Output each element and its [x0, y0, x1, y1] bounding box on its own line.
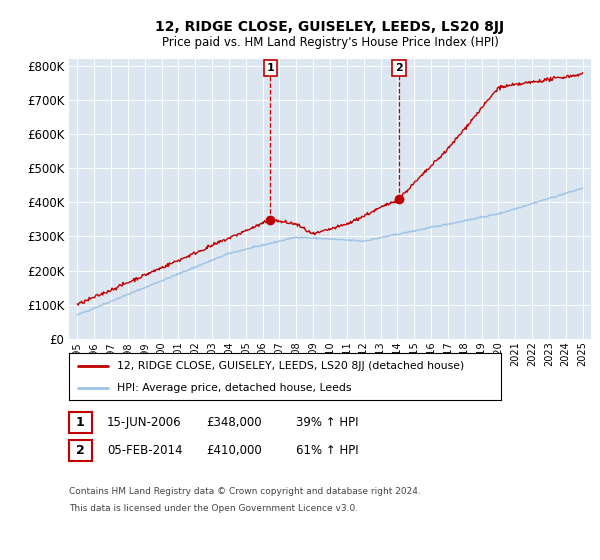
- Text: 05-FEB-2014: 05-FEB-2014: [107, 444, 182, 458]
- Text: 15-JUN-2006: 15-JUN-2006: [107, 416, 181, 430]
- Text: 12, RIDGE CLOSE, GUISELEY, LEEDS, LS20 8JJ (detached house): 12, RIDGE CLOSE, GUISELEY, LEEDS, LS20 8…: [116, 361, 464, 371]
- Text: £410,000: £410,000: [206, 444, 262, 458]
- Text: 61% ↑ HPI: 61% ↑ HPI: [296, 444, 358, 458]
- Text: 1: 1: [266, 63, 274, 73]
- Text: 2: 2: [76, 444, 85, 458]
- Text: Contains HM Land Registry data © Crown copyright and database right 2024.: Contains HM Land Registry data © Crown c…: [69, 487, 421, 496]
- Text: Price paid vs. HM Land Registry's House Price Index (HPI): Price paid vs. HM Land Registry's House …: [161, 36, 499, 49]
- Text: 39% ↑ HPI: 39% ↑ HPI: [296, 416, 358, 430]
- Text: HPI: Average price, detached house, Leeds: HPI: Average price, detached house, Leed…: [116, 382, 351, 393]
- Text: 12, RIDGE CLOSE, GUISELEY, LEEDS, LS20 8JJ: 12, RIDGE CLOSE, GUISELEY, LEEDS, LS20 8…: [155, 20, 505, 34]
- Text: 1: 1: [76, 416, 85, 430]
- Text: 2: 2: [395, 63, 403, 73]
- Text: This data is licensed under the Open Government Licence v3.0.: This data is licensed under the Open Gov…: [69, 504, 358, 513]
- Text: £348,000: £348,000: [206, 416, 262, 430]
